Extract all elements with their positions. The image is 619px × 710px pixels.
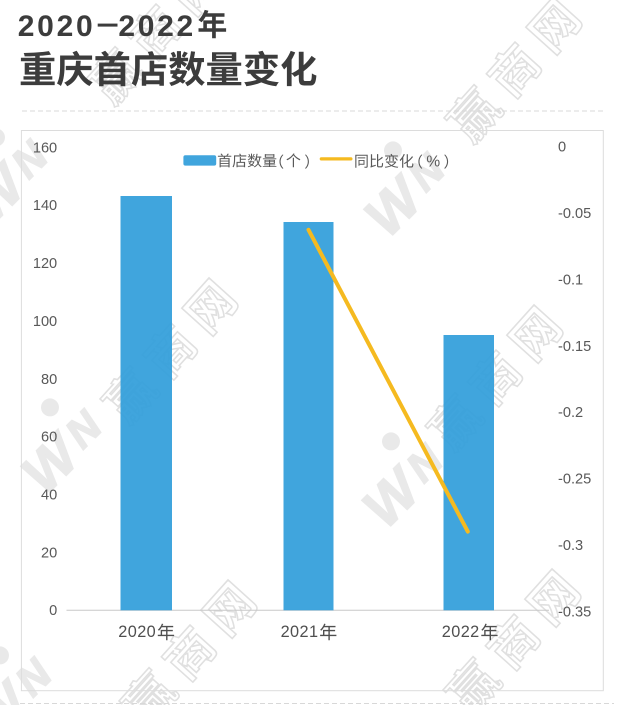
svg-text:120: 120 [33,256,57,272]
svg-text:0: 0 [49,603,57,619]
svg-text:%: % [426,154,440,171]
svg-text:-0.15: -0.15 [558,339,591,355]
svg-text:2022: 2022 [442,623,480,641]
svg-text:-0.3: -0.3 [558,538,583,554]
svg-text:0: 0 [558,139,566,155]
svg-text:-0.25: -0.25 [558,472,591,488]
svg-text:-0.05: -0.05 [558,206,591,222]
svg-text:-0.2: -0.2 [558,405,583,421]
svg-text:60: 60 [41,430,57,446]
svg-text:2022: 2022 [118,10,196,43]
svg-text:2021: 2021 [281,623,319,641]
svg-text:2020: 2020 [118,623,156,641]
svg-text:2020: 2020 [18,10,96,43]
svg-text:100: 100 [33,314,57,330]
svg-text:-0.1: -0.1 [558,272,583,288]
svg-text:40: 40 [41,488,57,504]
svg-text:-0.35: -0.35 [558,605,591,621]
svg-text:140: 140 [33,198,57,214]
svg-text:80: 80 [41,372,57,388]
svg-text:160: 160 [33,140,57,156]
svg-text:20: 20 [41,545,57,561]
